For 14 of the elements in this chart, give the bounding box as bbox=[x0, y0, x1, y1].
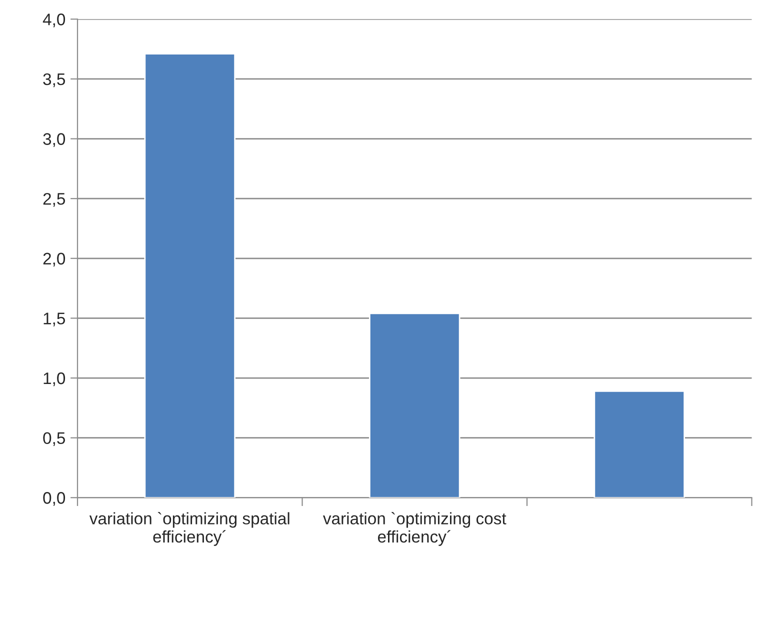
y-tick-label: 3,0 bbox=[43, 133, 66, 147]
bar bbox=[144, 53, 236, 498]
y-tick-label: 2,5 bbox=[43, 192, 65, 207]
y-tick-label: 0,5 bbox=[43, 432, 65, 446]
y-tick-label: 4,0 bbox=[42, 14, 66, 28]
x-tick-label: variation `optimizing cost efficiency´ bbox=[322, 512, 506, 546]
y-tick-label: 1,5 bbox=[44, 312, 65, 326]
bar bbox=[368, 312, 460, 498]
y-tick-label: 3,5 bbox=[43, 73, 65, 88]
bar bbox=[594, 390, 686, 498]
y-tick-label: 2,0 bbox=[43, 252, 66, 267]
y-tick-label: 1,0 bbox=[44, 372, 66, 386]
x-tick-label: variation `optimizing spatial efficiency´ bbox=[89, 512, 290, 546]
y-tick-label: 0,0 bbox=[43, 492, 66, 506]
